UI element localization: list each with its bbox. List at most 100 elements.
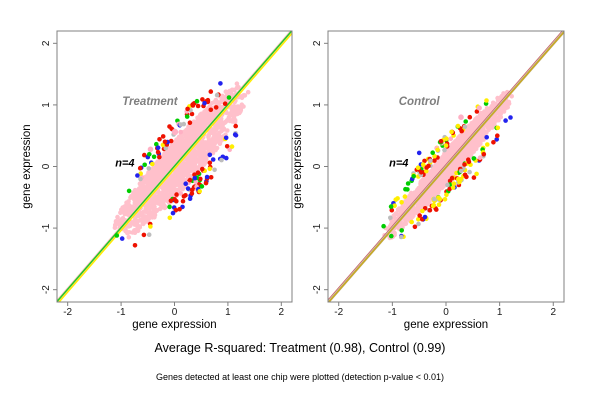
outlier-point: [208, 175, 214, 180]
outlier-point: [431, 196, 437, 202]
outlier-point: [399, 228, 405, 233]
scatter-point: [182, 129, 188, 135]
outlier-point: [142, 152, 147, 158]
scatter-point: [162, 161, 168, 167]
scatter-point: [212, 140, 218, 146]
scatter-point: [437, 163, 442, 169]
scatter-point: [420, 179, 425, 185]
outlier-point: [208, 89, 214, 94]
outlier-point: [491, 140, 496, 145]
scatter-point: [183, 134, 189, 139]
scatter-point: [206, 118, 212, 123]
outlier-point: [444, 136, 449, 141]
outlier-point: [409, 219, 415, 225]
scatter-point: [227, 88, 232, 94]
outlier-point: [157, 137, 162, 142]
scatter-point: [437, 160, 442, 166]
scatter-point: [226, 114, 232, 120]
outlier-point: [412, 224, 418, 230]
scatter-point: [177, 139, 183, 144]
scatter-point: [177, 175, 183, 181]
outlier-point: [428, 158, 433, 164]
outlier-point: [467, 114, 473, 120]
outlier-point: [147, 146, 154, 153]
scatter-point: [124, 207, 129, 212]
scatter-point: [141, 221, 146, 227]
outlier-point: [199, 184, 205, 189]
outlier-point: [471, 175, 477, 180]
scatter-point: [148, 214, 154, 220]
scatter-point: [491, 120, 496, 126]
scatter-point: [445, 148, 451, 153]
outlier-point: [435, 147, 440, 153]
outlier-point: [458, 168, 464, 174]
scatter-point: [231, 114, 236, 119]
outlier-point: [398, 234, 404, 240]
scatter-point: [145, 175, 150, 181]
scatter-point: [391, 230, 397, 236]
outlier-point: [458, 114, 464, 120]
outlier-point: [189, 191, 195, 196]
outlier-point: [168, 138, 174, 144]
scatter-point: [236, 85, 241, 90]
scatter-point: [112, 222, 118, 228]
scatter-point: [442, 175, 448, 180]
panel-control: -2 -2 -1 -1 0 0 1 1 2 2 gene expression gene expres…: [292, 30, 565, 331]
scatter-point: [230, 105, 235, 111]
n-label: n=4: [115, 158, 134, 170]
scatter-point: [218, 123, 223, 128]
outlier-point: [422, 158, 427, 164]
outlier-point: [411, 174, 417, 179]
scatter-point: [421, 202, 426, 207]
outlier-point: [462, 162, 467, 167]
outlier-point: [430, 203, 436, 209]
scatter-point: [464, 130, 470, 136]
outlier-point: [416, 221, 421, 227]
outlier-point: [174, 192, 179, 197]
identity-line: [328, 31, 563, 301]
scatter-point: [115, 214, 120, 220]
x-tick-label: -2: [334, 307, 343, 318]
outlier-point: [430, 150, 436, 155]
scatter-point: [174, 178, 179, 184]
scatter-point: [126, 202, 132, 208]
outlier-point: [185, 106, 190, 112]
outlier-point: [471, 156, 477, 161]
scatter-point: [403, 221, 409, 226]
y-tick-label: -1: [41, 223, 52, 232]
outlier-point: [449, 175, 455, 181]
scatter-point: [446, 168, 452, 173]
scatter-point: [132, 228, 137, 233]
outlier-point: [420, 208, 425, 214]
outlier-point: [168, 198, 174, 204]
outlier-point: [204, 174, 210, 180]
scatter-point: [495, 95, 500, 101]
scatter-point: [489, 125, 494, 130]
outlier-point: [442, 147, 447, 153]
outlier-point: [207, 166, 213, 172]
scatter-point: [469, 125, 474, 131]
outlier-point: [381, 223, 386, 229]
outlier-point: [419, 170, 424, 175]
outlier-point: [183, 181, 188, 186]
outlier-point: [484, 135, 490, 140]
scatter-point: [439, 185, 445, 190]
outlier-point: [389, 233, 394, 239]
scatter-point: [399, 209, 405, 214]
outlier-point: [443, 143, 449, 148]
scatter-point: [123, 211, 128, 216]
outlier-point: [203, 180, 209, 186]
outlier-point: [233, 123, 238, 129]
scatter-point: [235, 110, 241, 115]
outlier-point: [195, 103, 201, 109]
outlier-point: [455, 123, 461, 129]
scatter-point: [158, 168, 164, 173]
outlier-point: [172, 197, 177, 202]
scatter-point: [131, 191, 137, 197]
scatter-point: [470, 120, 476, 125]
y-tick-label: 1: [312, 102, 323, 108]
scatter-point: [137, 181, 143, 186]
scatter-point: [416, 205, 422, 210]
scatter-point: [183, 171, 188, 176]
